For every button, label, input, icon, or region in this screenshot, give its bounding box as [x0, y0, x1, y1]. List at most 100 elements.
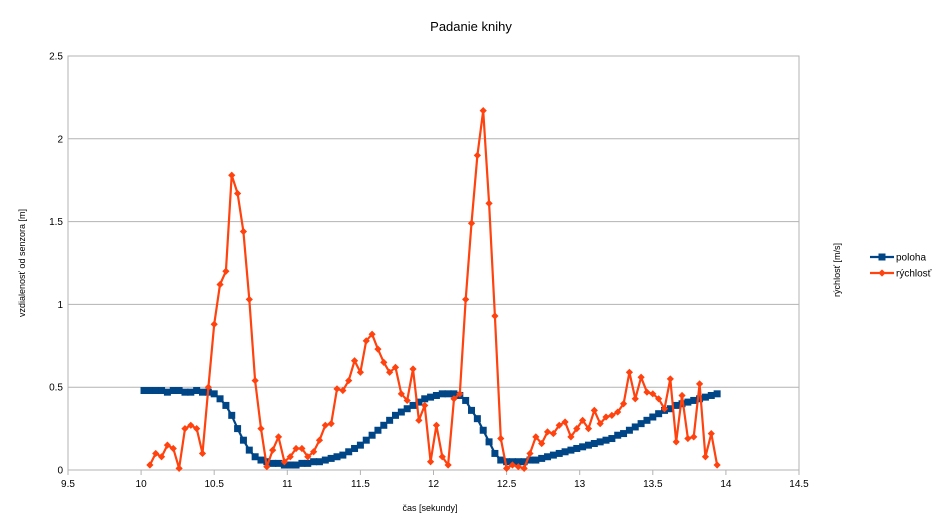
data-point: [590, 406, 598, 414]
data-point: [286, 453, 294, 461]
data-point: [538, 439, 546, 448]
data-point: [426, 458, 435, 466]
data-point: [175, 387, 183, 395]
data-point: [491, 312, 499, 320]
legend-marker: [878, 269, 886, 277]
data-point: [520, 464, 528, 472]
data-point: [233, 189, 242, 198]
data-point: [497, 434, 505, 443]
data-point: [193, 425, 201, 433]
data-point: [199, 388, 207, 396]
data-point: [508, 461, 517, 469]
data-point: [239, 227, 248, 236]
data-point: [245, 446, 253, 454]
data-point: [380, 421, 388, 429]
data-point: [520, 458, 528, 466]
data-point: [263, 463, 271, 471]
data-point: [707, 391, 715, 399]
data-point: [175, 464, 183, 472]
y-tick-label: 2: [57, 134, 63, 145]
data-point: [163, 441, 172, 449]
data-point: [666, 405, 674, 413]
data-point: [222, 267, 230, 275]
data-point: [473, 415, 481, 423]
data-point: [532, 456, 540, 464]
data-point: [152, 387, 160, 395]
data-point: [707, 429, 715, 438]
data-point: [187, 421, 195, 429]
data-point: [345, 448, 353, 456]
data-point: [438, 390, 446, 398]
y-tick-label: 0: [57, 466, 63, 477]
data-point: [251, 376, 259, 385]
data-point: [655, 410, 663, 418]
x-tick-label: 11.5: [351, 479, 370, 490]
data-point: [619, 400, 628, 408]
data-point: [684, 398, 692, 406]
data-point: [678, 391, 686, 400]
data-point: [251, 453, 259, 461]
data-point: [339, 451, 347, 459]
data-point: [152, 449, 160, 458]
data-point: [304, 459, 312, 467]
chart-title: Padanie knihy: [430, 19, 512, 34]
x-tick-label: 9.5: [61, 479, 75, 490]
legend-label: poloha: [896, 253, 926, 264]
data-point: [625, 426, 633, 434]
data-point: [690, 433, 698, 441]
data-point: [333, 453, 341, 461]
data-point: [655, 395, 663, 403]
data-point: [409, 365, 417, 373]
data-point: [608, 435, 616, 443]
data-point: [468, 406, 476, 414]
data-point: [169, 387, 177, 395]
data-point: [450, 390, 458, 398]
series-poloha: [140, 387, 721, 469]
data-point: [713, 461, 721, 469]
data-point: [479, 426, 487, 434]
data-point: [462, 295, 470, 304]
data-point: [187, 388, 195, 396]
data-point: [684, 434, 692, 443]
legend-marker: [878, 253, 886, 261]
y-tick-label: 1: [57, 300, 63, 311]
data-point: [538, 454, 546, 462]
data-point: [526, 456, 534, 464]
data-point: [427, 393, 435, 401]
grid: [67, 55, 800, 475]
x-axis-label: čas [sekundy]: [402, 503, 457, 513]
x-tick-label: 14: [720, 479, 732, 490]
data-point: [292, 461, 300, 469]
series-layer: [140, 107, 721, 472]
data-point: [228, 411, 236, 419]
data-point: [713, 390, 721, 398]
data-point: [660, 405, 669, 413]
x-tick-label: 11: [282, 479, 293, 490]
data-point: [391, 411, 399, 419]
data-point: [158, 387, 166, 395]
data-point: [304, 453, 312, 461]
data-point: [602, 436, 610, 444]
data-point: [567, 446, 575, 454]
data-point: [421, 395, 429, 403]
data-point: [310, 458, 318, 466]
data-point: [579, 443, 587, 451]
data-point: [292, 444, 300, 453]
data-point: [374, 345, 382, 353]
data-point: [690, 396, 698, 404]
data-point: [403, 405, 411, 413]
x-tick-label: 13.5: [643, 479, 663, 490]
data-point: [526, 449, 534, 458]
data-point: [549, 429, 557, 438]
data-point: [696, 395, 704, 403]
data-point: [485, 438, 493, 446]
data-point: [637, 420, 645, 428]
data-point: [216, 395, 224, 403]
data-point: [555, 449, 563, 457]
x-tick-label: 12.5: [497, 479, 517, 490]
data-point: [210, 320, 218, 328]
data-point: [602, 413, 610, 421]
data-point: [397, 390, 405, 398]
data-point: [450, 395, 458, 403]
